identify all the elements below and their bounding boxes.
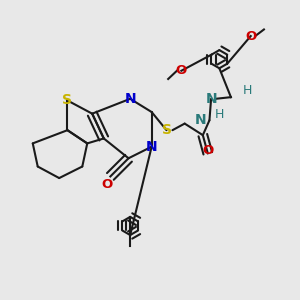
Text: N: N <box>205 92 217 106</box>
Text: N: N <box>124 92 136 106</box>
Text: N: N <box>146 140 158 154</box>
Text: H: H <box>243 84 252 97</box>
Text: H: H <box>215 108 224 121</box>
Text: O: O <box>101 178 113 191</box>
Text: O: O <box>202 144 213 157</box>
Text: S: S <box>161 123 172 137</box>
Text: O: O <box>245 30 256 43</box>
Text: N: N <box>195 113 206 127</box>
Text: S: S <box>62 94 72 107</box>
Text: O: O <box>176 64 187 77</box>
